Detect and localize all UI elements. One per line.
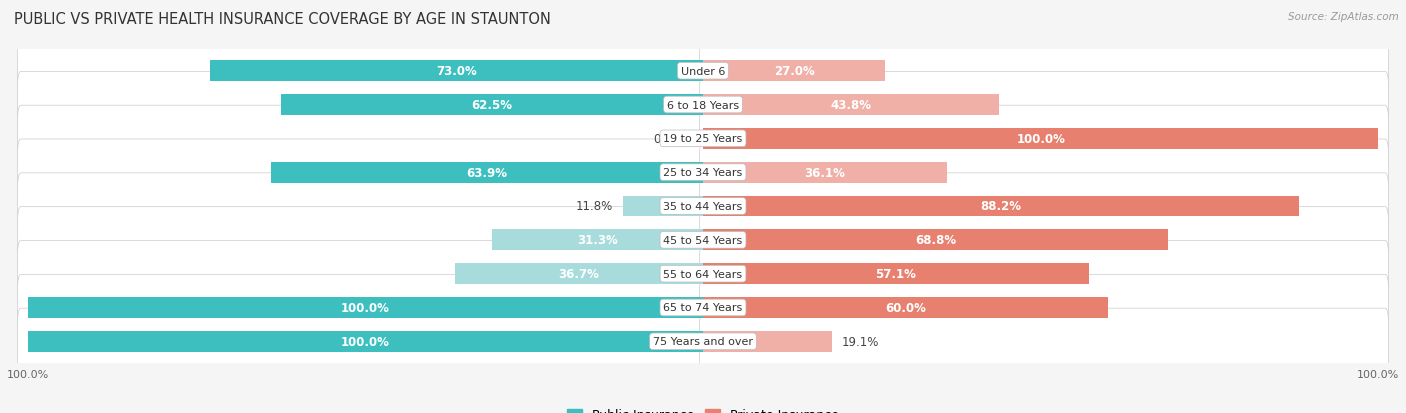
Text: 35 to 44 Years: 35 to 44 Years [664, 202, 742, 211]
Text: 100.0%: 100.0% [340, 335, 389, 348]
FancyBboxPatch shape [17, 309, 706, 375]
Text: 25 to 34 Years: 25 to 34 Years [664, 168, 742, 178]
FancyBboxPatch shape [700, 241, 1389, 307]
Text: 65 to 74 Years: 65 to 74 Years [664, 303, 742, 313]
Text: 100.0%: 100.0% [1017, 133, 1066, 145]
Bar [703, 61, 886, 82]
Bar [703, 230, 1168, 251]
Bar [703, 128, 1378, 150]
Text: 100.0%: 100.0% [340, 301, 389, 314]
FancyBboxPatch shape [700, 173, 1389, 240]
Text: PUBLIC VS PRIVATE HEALTH INSURANCE COVERAGE BY AGE IN STAUNTON: PUBLIC VS PRIVATE HEALTH INSURANCE COVER… [14, 12, 551, 27]
Text: 63.9%: 63.9% [467, 166, 508, 179]
Text: 75 Years and over: 75 Years and over [652, 337, 754, 347]
FancyBboxPatch shape [17, 140, 706, 206]
Text: 62.5%: 62.5% [471, 99, 512, 112]
Text: 27.0%: 27.0% [773, 65, 814, 78]
Text: 19.1%: 19.1% [842, 335, 880, 348]
Text: 57.1%: 57.1% [876, 268, 917, 280]
FancyBboxPatch shape [700, 106, 1389, 172]
FancyBboxPatch shape [17, 72, 706, 138]
Bar [281, 95, 703, 116]
Text: 73.0%: 73.0% [436, 65, 477, 78]
Bar [28, 297, 703, 318]
Text: 55 to 64 Years: 55 to 64 Years [664, 269, 742, 279]
FancyBboxPatch shape [17, 241, 706, 307]
Bar [703, 297, 1108, 318]
FancyBboxPatch shape [700, 140, 1389, 206]
Text: 88.2%: 88.2% [980, 200, 1021, 213]
Bar [623, 196, 703, 217]
Bar [492, 230, 703, 251]
Text: 43.8%: 43.8% [831, 99, 872, 112]
FancyBboxPatch shape [700, 72, 1389, 138]
Text: 19 to 25 Years: 19 to 25 Years [664, 134, 742, 144]
Bar [209, 61, 703, 82]
Text: 6 to 18 Years: 6 to 18 Years [666, 100, 740, 110]
FancyBboxPatch shape [17, 106, 706, 172]
Text: 45 to 54 Years: 45 to 54 Years [664, 235, 742, 245]
Text: 60.0%: 60.0% [886, 301, 927, 314]
Bar [703, 263, 1088, 285]
FancyBboxPatch shape [700, 309, 1389, 375]
Text: 36.1%: 36.1% [804, 166, 845, 179]
Text: 0.0%: 0.0% [654, 133, 683, 145]
FancyBboxPatch shape [700, 207, 1389, 273]
Bar [703, 162, 946, 183]
Text: 31.3%: 31.3% [576, 234, 617, 247]
Text: 11.8%: 11.8% [576, 200, 613, 213]
FancyBboxPatch shape [700, 275, 1389, 341]
Text: 68.8%: 68.8% [915, 234, 956, 247]
FancyBboxPatch shape [17, 207, 706, 273]
Bar [703, 196, 1299, 217]
Legend: Public Insurance, Private Insurance: Public Insurance, Private Insurance [562, 404, 844, 413]
Text: Under 6: Under 6 [681, 66, 725, 76]
FancyBboxPatch shape [17, 38, 706, 104]
Text: Source: ZipAtlas.com: Source: ZipAtlas.com [1288, 12, 1399, 22]
Bar [271, 162, 703, 183]
FancyBboxPatch shape [17, 275, 706, 341]
Bar [703, 331, 832, 352]
Bar [703, 95, 998, 116]
Bar [456, 263, 703, 285]
Bar [28, 331, 703, 352]
FancyBboxPatch shape [700, 38, 1389, 104]
FancyBboxPatch shape [17, 173, 706, 240]
Text: 36.7%: 36.7% [558, 268, 599, 280]
